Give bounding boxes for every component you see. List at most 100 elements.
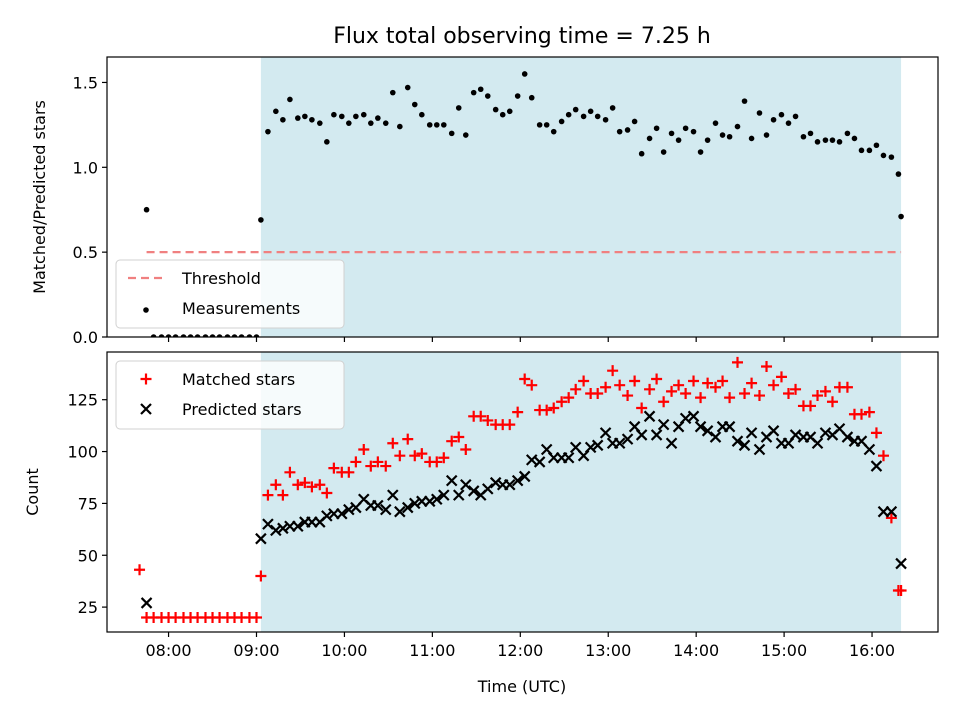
matched-star-point — [438, 452, 450, 464]
matched-star-point — [380, 460, 392, 472]
measurement-point — [514, 93, 521, 99]
matched-star-point — [877, 450, 889, 462]
measurement-point — [536, 122, 543, 128]
measurement-point — [484, 93, 491, 99]
measurement-point — [748, 135, 755, 142]
predicted-star-point — [635, 429, 648, 441]
measurement-point — [499, 111, 506, 118]
measurement-point — [682, 125, 689, 132]
bottom-ytick-label: 25 — [78, 598, 98, 617]
predicted-star-point — [262, 518, 274, 530]
measurement-point — [719, 132, 726, 138]
bottom-ytick-label: 125 — [67, 391, 98, 410]
matched-star-point — [343, 466, 355, 478]
predicted-star-point — [372, 499, 384, 512]
bottom-xtick-label: 10:00 — [321, 641, 367, 660]
bottom-axes-frame — [106, 351, 939, 633]
measurement-point — [814, 139, 821, 145]
bottom-xtick-label: 11:00 — [409, 641, 455, 660]
predicted-star-point — [489, 476, 502, 489]
measurement-point — [543, 122, 550, 128]
measurement-point — [653, 125, 660, 132]
matched-star-point — [717, 375, 729, 387]
matched-star-point — [644, 383, 656, 395]
measurement-point — [898, 213, 904, 220]
measurement-point — [741, 98, 748, 104]
matched-star-point — [761, 361, 773, 373]
top-plot-area — [143, 57, 904, 337]
predicted-star-point — [336, 508, 348, 520]
matched-star-point — [702, 377, 714, 389]
measurement-point — [873, 142, 880, 149]
measurement-point — [404, 84, 411, 91]
matched-star-point — [475, 410, 487, 422]
measurement-point — [734, 123, 741, 130]
legend-predicted-marker — [140, 403, 152, 415]
measurement-point — [353, 113, 359, 120]
measurement-point — [158, 334, 165, 337]
matched-star-point — [409, 450, 421, 462]
measurement-point — [187, 334, 194, 337]
predicted-star-point — [401, 501, 414, 514]
legend-measurement-marker — [143, 307, 149, 313]
measurement-point — [668, 130, 675, 137]
measurement-point — [565, 111, 572, 118]
measurement-point — [880, 152, 887, 159]
matched-star-point — [804, 400, 816, 412]
matched-star-point — [519, 373, 531, 385]
measurement-point — [477, 86, 484, 93]
measurement-point — [150, 334, 157, 337]
matched-star-point — [666, 385, 678, 397]
matched-star-point — [284, 466, 296, 478]
measurement-point — [338, 113, 345, 120]
predicted-star-point — [731, 435, 744, 447]
predicted-star-point — [709, 431, 722, 443]
predicted-star-point — [745, 427, 758, 439]
predicted-star-point — [870, 460, 883, 472]
measurement-point — [180, 334, 187, 337]
top-ytick-label: 0.0 — [73, 328, 98, 347]
matched-star-point — [688, 375, 700, 387]
matched-star-point — [710, 381, 722, 393]
measurement-point — [660, 149, 667, 155]
measurement-point — [419, 111, 425, 118]
measurement-point — [462, 132, 469, 138]
measurement-point — [202, 334, 209, 337]
measurement-point — [440, 122, 447, 128]
predicted-star-point — [430, 493, 443, 506]
predicted-star-point — [819, 427, 832, 439]
measurement-point — [238, 334, 245, 337]
top-legend-box — [115, 259, 345, 329]
bottom-ytick-label: 75 — [78, 494, 98, 513]
predicted-star-point — [255, 532, 267, 545]
predicted-star-point — [584, 441, 597, 454]
matched-star-point — [314, 479, 326, 491]
predicted-star-point — [511, 474, 524, 487]
bottom-ytick-label: 100 — [67, 443, 98, 462]
matched-star-point — [262, 489, 274, 501]
measurement-point — [609, 105, 616, 111]
matched-star-point — [775, 371, 787, 383]
measurement-point — [324, 139, 330, 145]
predicted-star-point — [467, 485, 480, 497]
matched-star-point — [563, 392, 575, 404]
measurement-point — [858, 147, 865, 154]
measurement-point — [287, 96, 293, 103]
predicted-star-point — [533, 456, 546, 468]
matched-star-point — [841, 381, 853, 393]
measurement-point — [426, 122, 433, 128]
matched-star-point — [578, 375, 590, 387]
matched-star-point — [431, 456, 443, 468]
predicted-star-point — [140, 597, 153, 609]
matched-star-point — [365, 460, 377, 472]
measurement-point — [216, 334, 223, 337]
top-axes-frame — [106, 56, 939, 338]
matched-star-point — [277, 489, 289, 501]
matched-star-point — [526, 379, 538, 391]
measurement-point — [712, 120, 719, 126]
measurement-point — [382, 120, 389, 126]
measurement-point — [756, 110, 763, 116]
predicted-star-point — [643, 410, 656, 423]
predicted-star-point — [452, 489, 465, 501]
